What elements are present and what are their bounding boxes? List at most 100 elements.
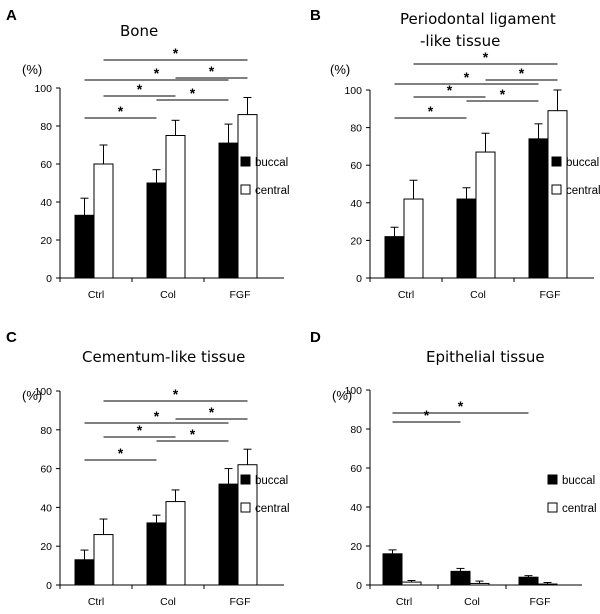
significance-star: * [190,85,196,101]
y-tick-label: 80 [40,425,52,437]
legend-label: buccal [255,475,288,487]
bar-buccal [146,182,167,279]
y-tick-label: 20 [40,541,52,553]
significance-star: * [519,65,525,81]
legend-label: central [255,185,290,197]
significance-star: * [137,422,143,438]
plot-area: 0 20 40 60 80 100 Ctrl Col FGF * * * * * * buccal centra… [344,49,600,301]
panel-letter: D [310,329,321,346]
legend-swatch [547,474,558,485]
significance-star: * [500,86,506,102]
plot-area: 0 20 40 60 80 100 Ctrl Col FGF * * buccal central [344,385,596,608]
y-tick-label: 100 [344,85,362,97]
category-label: Ctrl [88,596,104,608]
legend-swatch [240,156,251,167]
y-tick-label: 100 [34,83,52,95]
bar-central [469,582,490,586]
category-label: Col [160,596,176,608]
y-axis-label: (%) [22,388,42,403]
significance-star: * [209,63,215,79]
legend-label: central [255,503,290,515]
category-label: Col [470,289,486,301]
bar-buccal [74,214,95,279]
y-tick-label: 0 [46,273,52,285]
legend-swatch [551,184,562,195]
category-label: FGF [540,289,561,301]
significance-star: * [173,45,179,61]
plot-area: 0 20 40 60 80 100 Ctrl Col FGF * * * * * * buccal centra… [34,45,289,301]
y-axis-label: (%) [330,62,350,77]
y-tick-label: 60 [40,159,52,171]
legend-label: buccal [255,157,288,169]
y-tick-label: 20 [350,235,362,247]
y-axis-label: (%) [22,62,42,77]
y-tick-label: 40 [350,198,362,210]
y-tick-label: 60 [350,463,362,475]
significance-star: * [137,81,143,97]
panel-c: C Cementum-like tissue (%) 0 20 40 60 80 100 C… [6,329,290,608]
legend-swatch [551,156,562,167]
y-tick-label: 80 [350,123,362,135]
legend-label: buccal [562,475,595,487]
panel-a: A Bone (%) 0 20 40 60 80 100 Ctrl Col FGF * * * * * * b… [6,7,290,301]
y-tick-label: 0 [356,273,362,285]
bar-buccal [384,236,405,279]
panel-letter: A [6,7,17,24]
category-label: FGF [530,596,551,608]
y-tick-label: 100 [34,386,52,398]
significance-star: * [447,82,453,98]
bar-central [403,198,424,279]
bar-buccal [528,138,549,279]
chart-title-line: -like tissue [420,32,500,50]
bar-buccal [218,142,239,279]
bar-central [93,534,114,586]
legend-label: central [566,185,600,197]
significance-star: * [458,398,464,414]
bar-buccal [456,198,477,279]
category-label: Col [160,289,176,301]
chart-title: Bone [120,22,158,40]
significance-star: * [173,386,179,402]
chart-title: Cementum-like tissue [82,348,245,366]
y-tick-label: 40 [40,502,52,514]
y-tick-label: 80 [350,424,362,436]
bar-central [165,135,186,279]
panel-letter: C [6,329,17,346]
panel-d: D Epithelial tissue (%) 0 20 40 60 80 100 Ctrl… [310,329,597,608]
chart-title: Epithelial tissue [426,348,545,366]
bar-buccal [382,553,403,586]
legend-swatch [240,184,251,195]
category-label: Col [464,596,480,608]
y-tick-label: 60 [40,464,52,476]
y-tick-label: 60 [350,160,362,172]
y-tick-label: 40 [350,502,362,514]
bar-buccal [146,522,167,586]
category-label: Ctrl [88,289,104,301]
bar-central [475,151,496,279]
y-tick-label: 0 [356,580,362,592]
significance-star: * [118,103,124,119]
category-label: Ctrl [396,596,412,608]
bar-buccal [218,483,239,586]
bar-central [401,581,422,586]
bar-buccal [518,576,539,586]
bar-central [165,501,186,586]
panel-letter: B [310,7,321,24]
category-label: FGF [230,596,251,608]
bar-buccal [74,559,95,586]
plot-area: 0 20 40 60 80 100 Ctrl Col FGF * * * * * * buccal centra… [34,386,289,608]
y-tick-label: 40 [40,197,52,209]
legend-swatch [240,474,251,485]
chart-title-line: Periodontal ligament [400,10,556,28]
significance-star: * [118,445,124,461]
legend-swatch [547,502,558,513]
category-label: Ctrl [398,289,414,301]
y-tick-label: 80 [40,121,52,133]
legend-label: central [562,503,597,515]
bar-central [537,583,558,586]
y-tick-label: 20 [350,541,362,553]
category-label: FGF [230,289,251,301]
panel-b: B (%) 0 20 40 60 80 100 Ctrl Col FGF * * * * * * buccal… [310,7,600,301]
significance-star: * [190,426,196,442]
